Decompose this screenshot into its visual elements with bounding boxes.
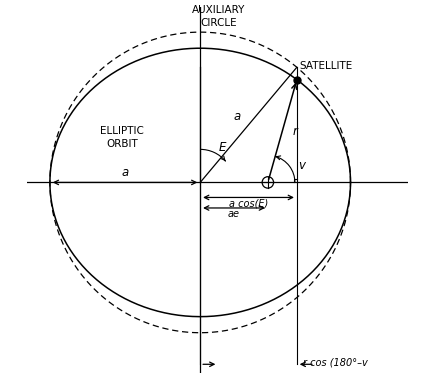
Text: AUXILIARY
CIRCLE: AUXILIARY CIRCLE — [191, 5, 244, 28]
Text: a: a — [233, 110, 240, 123]
Text: v: v — [297, 159, 304, 172]
Text: ELLIPTIC
ORBIT: ELLIPTIC ORBIT — [100, 126, 144, 148]
Text: a: a — [121, 166, 128, 179]
Text: E: E — [218, 141, 226, 153]
Text: a cos(E): a cos(E) — [228, 198, 267, 208]
Text: SATELLITE: SATELLITE — [299, 61, 352, 71]
Text: ae: ae — [227, 209, 240, 219]
Text: r cos (180°–v: r cos (180°–v — [302, 358, 367, 368]
Text: r: r — [292, 125, 297, 138]
